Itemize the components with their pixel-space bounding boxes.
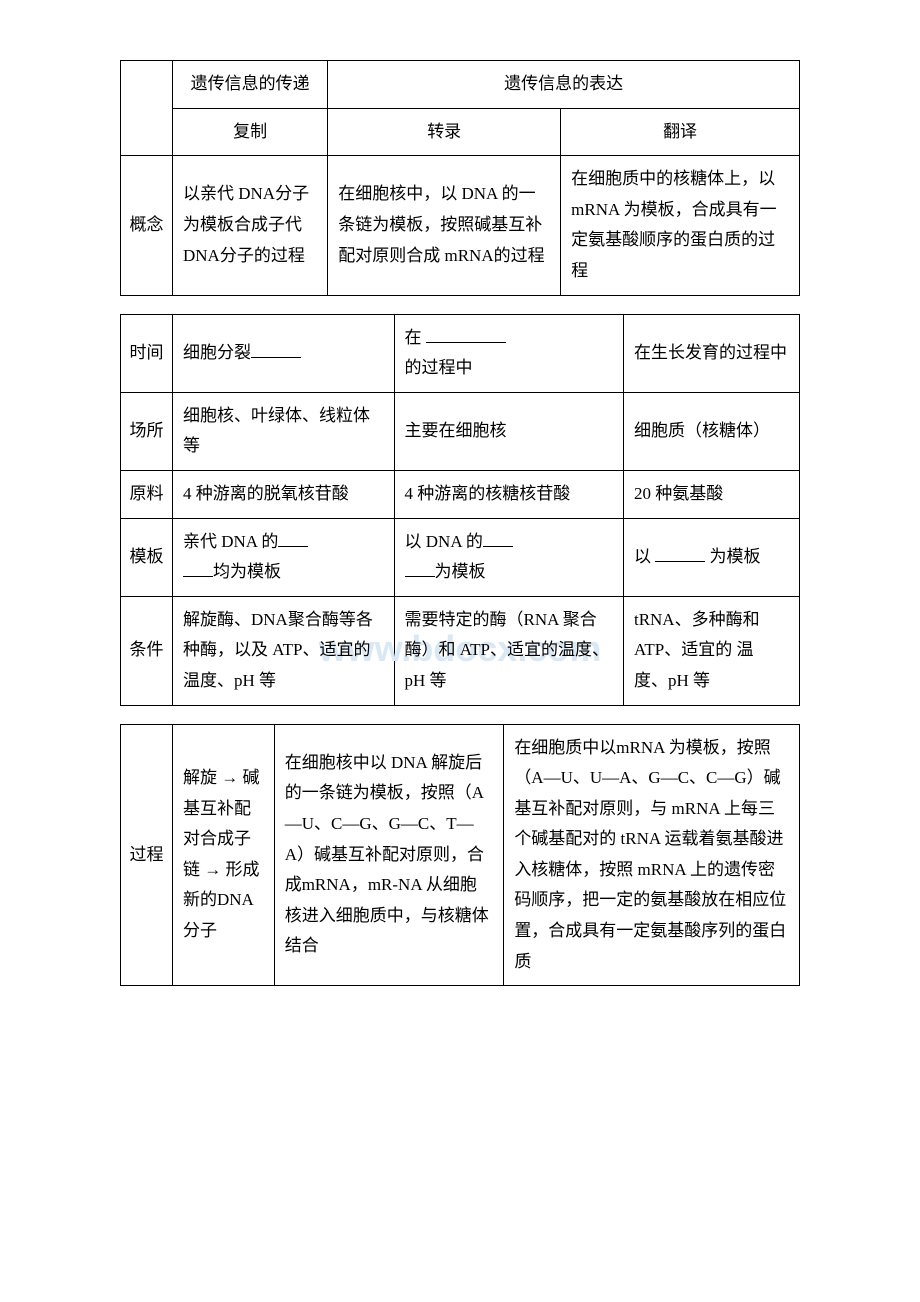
rowlabel-material: 原料 [121,470,173,518]
place-b: 主要在细胞核 [394,392,623,470]
place-c: 细胞质（核糖体） [623,392,799,470]
condition-b: 需要特定的酶（RNA 聚合酶）和 ATP、适宜的温度、pH 等 [394,596,623,705]
material-a: 4 种游离的脱氧核苷酸 [173,470,395,518]
table-process: 过程 解旋 → 碱基互补配对合成子链 → 形成新的DNA 分子 在细胞核中以 D… [120,724,800,987]
template-c: 以 为模板 [623,518,799,596]
place-a: 细胞核、叶绿体、线粒体等 [173,392,395,470]
concept-translation: 在细胞质中的核糖体上，以mRNA 为模板，合成具有一定氨基酸顺序的蛋白质的过程 [561,156,800,295]
template-b: 以 DNA 的为模板 [394,518,623,596]
empty-cell [121,61,173,156]
header-expression: 遗传信息的表达 [328,61,800,109]
concept-transcription: 在细胞核中，以 DNA 的一条链为模板，按照碱基互补配对原则合成 mRNA的过程 [328,156,561,295]
process-c: 在细胞质中以mRNA 为模板，按照（A—U、U—A、G—C、C—G）碱基互补配对… [504,724,800,986]
time-c: 在生长发育的过程中 [623,314,799,392]
material-b: 4 种游离的核糖核苷酸 [394,470,623,518]
material-c: 20 种氨基酸 [623,470,799,518]
table-concept: 遗传信息的传递 遗传信息的表达 复制 转录 翻译 概念 以亲代 DNA分子为模板… [120,60,800,296]
concept-replication: 以亲代 DNA分子为模板合成子代 DNA分子的过程 [173,156,328,295]
time-b: 在 的过程中 [394,314,623,392]
process-b: 在细胞核中以 DNA 解旋后的一条链为模板，按照（A—U、C—G、G—C、T—A… [274,724,504,986]
rowlabel-place: 场所 [121,392,173,470]
table-details: 时间 细胞分裂 在 的过程中 在生长发育的过程中 场所 细胞核、叶绿体、线粒体等… [120,314,800,706]
rowlabel-template: 模板 [121,518,173,596]
rowlabel-time: 时间 [121,314,173,392]
process-a: 解旋 → 碱基互补配对合成子链 → 形成新的DNA 分子 [173,724,275,986]
condition-a: www.bdocx.com 解旋酶、DNA聚合酶等各种酶，以及 ATP、适宜的温… [173,596,395,705]
template-a: 亲代 DNA 的均为模板 [173,518,395,596]
subheader-transcription: 转录 [328,108,561,156]
condition-c: tRNA、多种酶和 ATP、适宜的 温 度、pH 等 [623,596,799,705]
rowlabel-condition: 条件 [121,596,173,705]
rowlabel-process: 过程 [121,724,173,986]
subheader-translation: 翻译 [561,108,800,156]
time-a: 细胞分裂 [173,314,395,392]
subheader-replication: 复制 [173,108,328,156]
rowlabel-concept: 概念 [121,156,173,295]
header-transmission: 遗传信息的传递 [173,61,328,109]
